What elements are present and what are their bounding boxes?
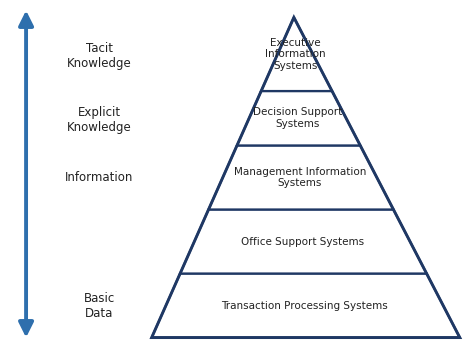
Text: Executive
Information
Systems: Executive Information Systems	[265, 38, 326, 71]
Text: Decision Support
Systems: Decision Support Systems	[253, 108, 342, 129]
Text: Basic
Data: Basic Data	[84, 292, 115, 319]
Polygon shape	[180, 209, 427, 274]
Text: Management Information
Systems: Management Information Systems	[234, 167, 366, 188]
Text: Explicit
Knowledge: Explicit Knowledge	[67, 106, 132, 134]
Polygon shape	[209, 145, 393, 209]
Text: Tacit
Knowledge: Tacit Knowledge	[67, 42, 132, 70]
Polygon shape	[261, 17, 332, 91]
Polygon shape	[152, 274, 460, 338]
Polygon shape	[237, 91, 360, 145]
Text: Transaction Processing Systems: Transaction Processing Systems	[221, 301, 388, 310]
Text: Office Support Systems: Office Support Systems	[241, 237, 364, 246]
Text: Information: Information	[65, 171, 134, 184]
